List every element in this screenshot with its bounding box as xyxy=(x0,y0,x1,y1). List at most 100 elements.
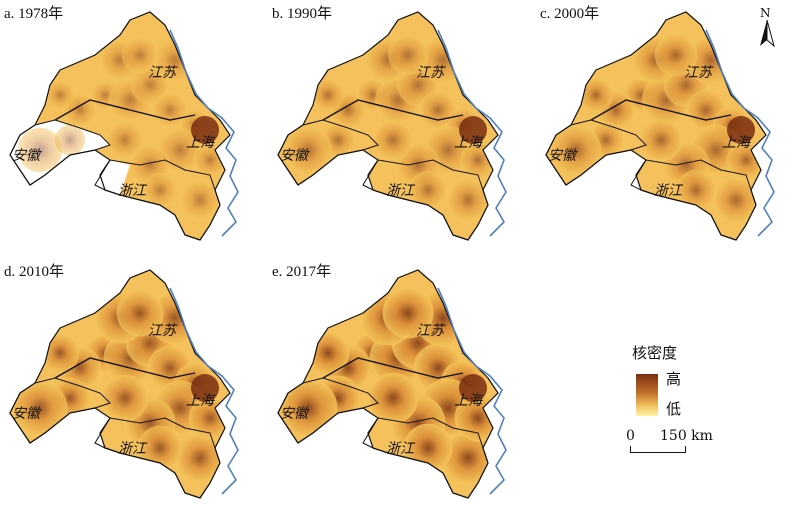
province-label-jiangsu: 江苏 xyxy=(684,65,712,81)
anhui-boundary xyxy=(9,119,111,186)
density-hotspot xyxy=(367,372,419,424)
density-hotspot xyxy=(17,127,63,173)
legend-low-label: 低 xyxy=(666,400,682,418)
province-label-shanghai: 上海 xyxy=(454,393,482,409)
jiangsu-boundary xyxy=(322,357,464,379)
north-arrow-icon xyxy=(760,19,775,48)
province-label-zhejiang: 浙江 xyxy=(118,441,146,457)
scale-end-label: 150 km xyxy=(660,428,713,444)
zhejiang-boundary xyxy=(630,159,757,241)
density-hotspot xyxy=(137,425,183,471)
legend-title: 核密度 xyxy=(632,344,678,362)
province-label-zhejiang: 浙江 xyxy=(118,183,146,199)
zhejiang-boundary xyxy=(362,159,489,241)
density-hotspot xyxy=(312,79,344,111)
density-hotspot xyxy=(306,331,350,375)
map-canvas xyxy=(9,11,239,241)
province-label-anhui: 安徽 xyxy=(280,148,308,164)
shanghai-core-hotspot xyxy=(727,116,755,144)
density-hotspot xyxy=(180,180,220,220)
density-hotspots xyxy=(12,289,230,483)
panel-title: b. 1990年 xyxy=(272,6,333,22)
jiangsu-boundary xyxy=(590,99,732,121)
density-hotspot xyxy=(175,433,225,483)
map-canvas xyxy=(277,11,507,241)
coastline xyxy=(705,29,775,237)
coastline xyxy=(169,287,239,495)
province-label-shanghai: 上海 xyxy=(186,393,214,409)
map-canvas xyxy=(9,269,239,499)
scale-start-label: 0 xyxy=(626,428,635,444)
shanghai-core-hotspot xyxy=(459,116,487,144)
north-arrow: N xyxy=(754,6,780,50)
coastline xyxy=(437,29,507,237)
province-label-jiangsu: 江苏 xyxy=(416,65,444,81)
anhui-boundary xyxy=(545,119,647,186)
map-panel-2017: e. 2017年江苏上海浙江 安徽 xyxy=(268,258,533,508)
province-label-shanghai: 上海 xyxy=(722,135,750,151)
panel-title: d. 2010年 xyxy=(4,264,65,280)
density-hotspot xyxy=(40,333,80,373)
anhui-boundary xyxy=(277,377,379,444)
density-hotspots xyxy=(550,33,766,223)
north-label: N xyxy=(760,6,771,20)
density-hotspot xyxy=(106,121,144,159)
province-label-zhejiang: 浙江 xyxy=(386,441,414,457)
province-label-anhui: 安徽 xyxy=(12,406,40,422)
legend-high-label: 高 xyxy=(666,370,682,388)
coastline xyxy=(169,29,239,237)
density-hotspot xyxy=(639,118,683,162)
map-panel-2010: d. 2010年江苏上海浙江 安徽 xyxy=(0,258,265,508)
map-panel-1990: b. 1990年江苏上海浙江 安徽 xyxy=(268,0,533,250)
province-label-jiangsu: 江苏 xyxy=(416,323,444,339)
coastline xyxy=(437,287,507,495)
density-hotspot xyxy=(675,169,717,211)
province-label-anhui: 安徽 xyxy=(280,406,308,422)
province-label-zhejiang: 浙江 xyxy=(386,183,414,199)
panel-title: e. 2017年 xyxy=(272,264,332,280)
density-hotspot xyxy=(550,124,602,176)
density-hotspot xyxy=(578,77,614,113)
density-hotspot xyxy=(441,431,495,485)
density-hotspot xyxy=(142,172,178,208)
shanghai-core-hotspot xyxy=(459,374,487,402)
panel-title: a. 1978年 xyxy=(4,6,64,22)
legend-color-ramp xyxy=(636,374,658,416)
jiangsu-boundary xyxy=(54,99,196,121)
density-hotspot xyxy=(12,380,68,436)
density-hotspot xyxy=(713,177,759,223)
map-canvas xyxy=(545,11,775,241)
zhejiang-boundary xyxy=(94,417,221,499)
map-canvas xyxy=(277,269,507,499)
density-hotspot xyxy=(409,171,447,209)
shanghai-core-hotspot xyxy=(191,374,219,402)
map-panel-1978: a. 1978年江苏上海浙江 安徽 xyxy=(0,0,265,250)
density-hotspot xyxy=(373,120,413,160)
province-label-zhejiang: 浙江 xyxy=(654,183,682,199)
density-hotspot xyxy=(447,179,489,221)
density-hotspot xyxy=(54,124,86,156)
density-hotspots xyxy=(284,35,496,221)
province-label-jiangsu: 江苏 xyxy=(148,65,176,81)
density-hotspot xyxy=(388,35,428,75)
province-label-anhui: 安徽 xyxy=(12,148,40,164)
scale-bar xyxy=(630,446,686,453)
density-hotspots xyxy=(278,287,498,485)
zhejiang-boundary xyxy=(362,417,489,499)
anhui-boundary xyxy=(277,119,379,186)
anhui-boundary xyxy=(9,377,111,444)
province-label-shanghai: 上海 xyxy=(454,135,482,151)
density-hotspot xyxy=(101,374,149,422)
shanghai-core-hotspot xyxy=(191,116,219,144)
jiangsu-boundary xyxy=(54,357,196,379)
density-hotspot xyxy=(382,287,434,339)
density-hotspot xyxy=(116,289,164,337)
province-label-shanghai: 上海 xyxy=(186,135,214,151)
panel-title: c. 2000年 xyxy=(540,6,600,22)
density-hotspot xyxy=(284,126,332,174)
legend: 核密度 高 低 0 150 km xyxy=(608,336,798,456)
province-label-jiangsu: 江苏 xyxy=(148,323,176,339)
zhejiang-boundary xyxy=(94,159,221,241)
map-panel-2000: c. 2000年 江苏 上海 浙江 安徽 xyxy=(536,0,800,250)
density-hotspot xyxy=(278,378,338,438)
